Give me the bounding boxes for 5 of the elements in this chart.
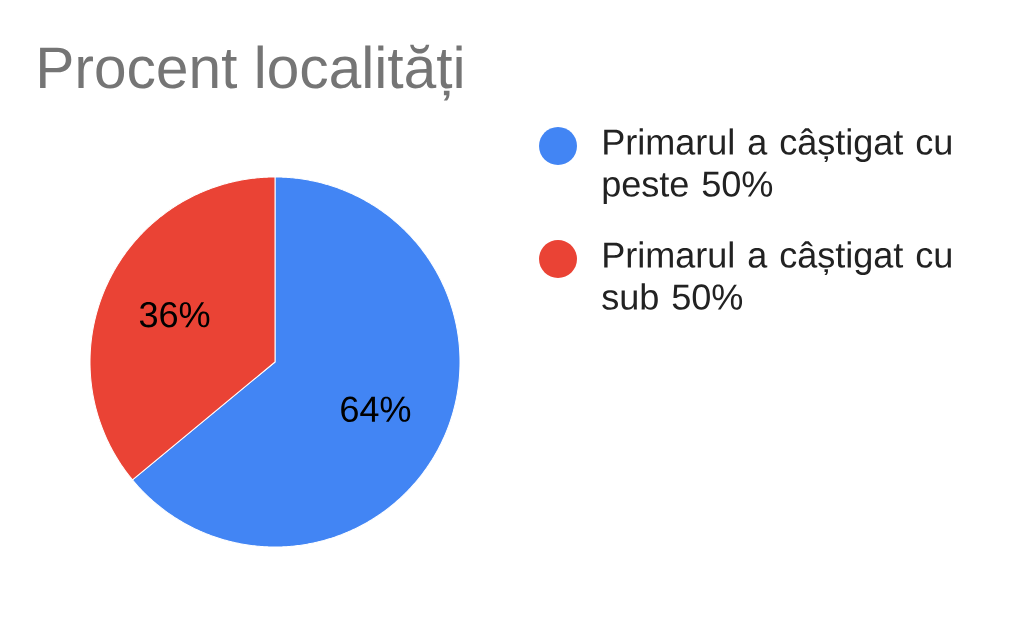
data-label: 64% [341, 396, 411, 423]
legend-label: Primarul a câștigat cu peste 50% [603, 128, 951, 204]
chart-title: Procent localități [40, 44, 462, 101]
legend-label: Primarul a câștigat cu sub 50% [602, 241, 951, 310]
data-label: 36% [139, 301, 210, 328]
